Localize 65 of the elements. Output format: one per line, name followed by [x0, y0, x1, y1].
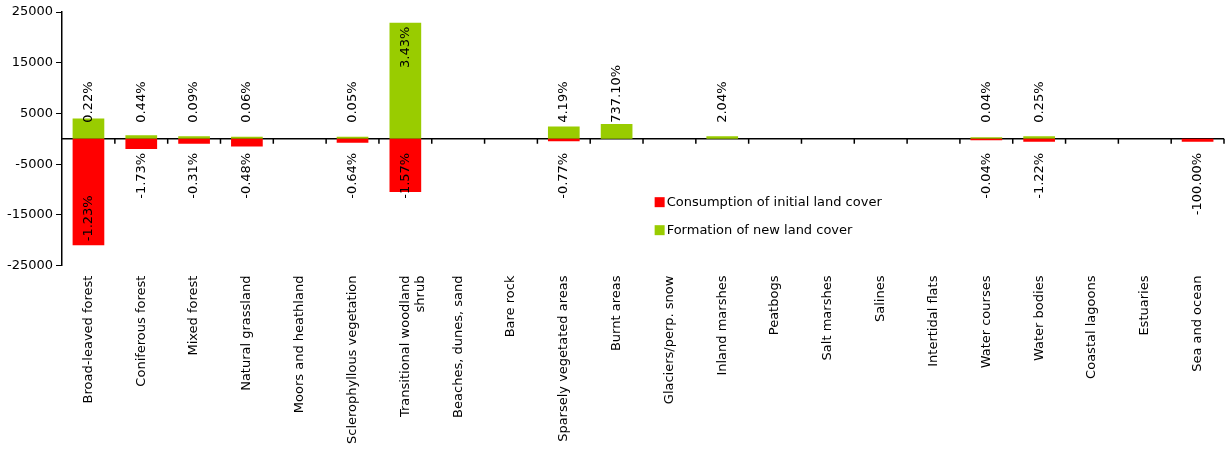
bar	[336, 138, 369, 143]
x-tick-label: Sea and ocean	[1188, 275, 1204, 372]
bar	[706, 136, 739, 139]
annotation: 737.10%	[607, 64, 623, 123]
annotation: -0.77%	[555, 152, 571, 199]
bar	[125, 138, 158, 149]
x-tick-label: Salt marshes	[819, 275, 835, 361]
annotation: -0.48%	[238, 152, 254, 199]
y-tick-label: 15000	[11, 54, 54, 70]
y-tick-label: -15000	[7, 206, 54, 222]
annotation: 4.19%	[555, 81, 571, 123]
bar	[1181, 138, 1214, 142]
annotation: 0.04%	[977, 81, 993, 123]
x-tick-label: Inland marshes	[713, 275, 729, 376]
annotation: 3.43%	[396, 26, 412, 68]
x-tick-label: Intertidal flats	[924, 275, 940, 367]
legend-label: Consumption of initial land cover	[666, 193, 883, 209]
x-tick-label: Broad-leaved forest	[79, 275, 95, 404]
annotation: 0.44%	[132, 81, 148, 123]
annotation: 2.04%	[713, 81, 729, 123]
annotation: 0.05%	[343, 81, 359, 123]
annotation: -0.64%	[343, 152, 359, 199]
bar	[389, 22, 422, 139]
x-tick-label: Bare rock	[502, 275, 518, 338]
y-tick-label: 25000	[11, 3, 54, 19]
annotation: 0.09%	[185, 81, 201, 123]
bar	[600, 124, 633, 139]
x-tick-label: Peatbogs	[766, 275, 782, 336]
annotation: -100.00%	[1188, 152, 1204, 216]
annotation: 0.22%	[79, 81, 95, 123]
x-tick-label: Salines	[872, 275, 888, 323]
bar	[231, 138, 263, 147]
annotation: -1.57%	[396, 152, 412, 199]
x-tick-label: Transitional woodland shrub	[396, 275, 428, 419]
bar	[125, 135, 158, 139]
bar	[72, 138, 105, 246]
bar	[178, 138, 210, 144]
annotation: 0.25%	[1030, 81, 1046, 123]
x-tick-label: Water courses	[977, 275, 993, 369]
y-tick-label: 5000	[19, 104, 54, 120]
annotation: -1.73%	[132, 152, 148, 199]
annotation: -1.23%	[79, 195, 95, 242]
annotation: -1.22%	[1030, 152, 1046, 199]
bar	[547, 126, 580, 139]
x-tick-label: Estuaries	[1136, 275, 1152, 336]
x-tick-label: Glaciers/perp. snow	[660, 275, 676, 405]
y-tick-label: -25000	[7, 256, 54, 272]
y-tick-label: -5000	[15, 155, 54, 171]
bar	[231, 136, 263, 139]
x-tick-label: Sclerophyllous vegetation	[343, 275, 359, 444]
x-tick-label: Beaches, dunes, sand	[449, 275, 465, 418]
bar	[336, 136, 369, 139]
x-tick-label: Water bodies	[1030, 275, 1046, 361]
annotation: 0.06%	[238, 81, 254, 123]
x-tick-label: Moors and heathland	[291, 275, 307, 414]
x-tick-label: Coniferous forest	[132, 275, 148, 387]
x-tick-label: Natural grassland	[238, 275, 254, 391]
x-tick-label: Coastal lagoons	[1083, 275, 1099, 379]
x-tick-label: Burnt areas	[607, 275, 623, 352]
annotation: -0.31%	[185, 152, 201, 199]
legend-label: Formation of new land cover	[666, 221, 854, 237]
x-tick-label: Mixed forest	[185, 275, 201, 356]
x-tick-label: Sparsely vegetated areas	[555, 275, 571, 442]
annotation: -0.04%	[977, 152, 993, 199]
bar	[178, 136, 210, 139]
